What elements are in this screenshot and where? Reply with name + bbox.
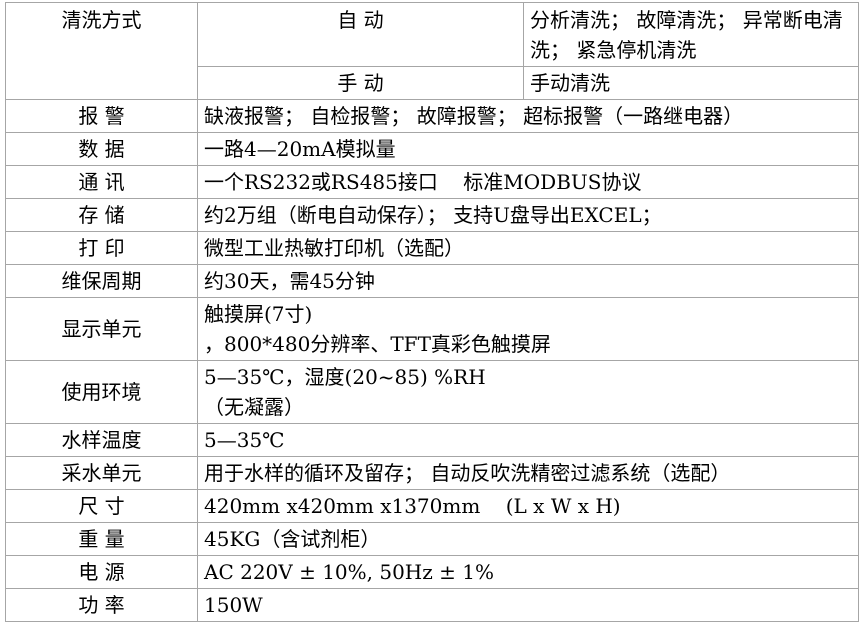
row-print-label: 打 印	[5, 231, 198, 265]
row-power-supply-value: AC 220V ± 10%, 50Hz ± 1%	[197, 555, 859, 589]
table-row: 数 据 一路4—20mA模拟量	[5, 132, 859, 166]
row-print-value: 微型工业热敏打印机（选配）	[197, 231, 859, 265]
row-comm-value: 一个RS232或RS485接口 标准MODBUS协议	[197, 165, 859, 199]
row-power-supply-label: 电 源	[5, 555, 198, 589]
row-comm-label: 通 讯	[5, 165, 198, 199]
row-sampling-label: 采水单元	[5, 456, 198, 490]
row-display-value: 触摸屏(7寸) ，800*480分辨率、TFT真彩色触摸屏	[197, 297, 859, 361]
table-row: 维保周期 约30天，需45分钟	[5, 264, 859, 298]
row-storage-label: 存 储	[5, 198, 198, 232]
row-alarm-label: 报 警	[5, 99, 198, 133]
row-weight-label: 重 量	[5, 522, 198, 556]
row-alarm-value: 缺液报警； 自检报警； 故障报警； 超标报警（一路继电器）	[197, 99, 859, 133]
table-row: 通 讯 一个RS232或RS485接口 标准MODBUS协议	[5, 165, 859, 199]
row-storage-value: 约2万组（断电自动保存）； 支持U盘导出EXCEL；	[197, 198, 859, 232]
row-power-value: 150W	[197, 588, 859, 622]
row-weight-value: 45KG（含试剂柜）	[197, 522, 859, 556]
spec-table: 清洗方式 自 动 分析清洗； 故障清洗； 异常断电清洗； 紧急停机清洗 手 动 …	[5, 2, 859, 622]
table-row: 电 源 AC 220V ± 10%, 50Hz ± 1%	[5, 555, 859, 589]
row-data-label: 数 据	[5, 132, 198, 166]
row-cleaning-label: 清洗方式	[5, 2, 198, 100]
table-row: 尺 寸 420mm x420mm x1370mm (L x W x H)	[5, 489, 859, 523]
table-row: 存 储 约2万组（断电自动保存）； 支持U盘导出EXCEL；	[5, 198, 859, 232]
table-row: 显示单元 触摸屏(7寸) ，800*480分辨率、TFT真彩色触摸屏	[5, 297, 859, 361]
spec-sheet: 清洗方式 自 动 分析清洗； 故障清洗； 异常断电清洗； 紧急停机清洗 手 动 …	[5, 2, 859, 622]
table-row: 采水单元 用于水样的循环及留存； 自动反吹洗精密过滤系统（选配）	[5, 456, 859, 490]
row-data-value: 一路4—20mA模拟量	[197, 132, 859, 166]
cleaning-manual-mode: 手 动	[197, 66, 524, 100]
table-row: 功 率 150W	[5, 588, 859, 622]
table-row: 重 量 45KG（含试剂柜）	[5, 522, 859, 556]
table-row: 报 警 缺液报警； 自检报警； 故障报警； 超标报警（一路继电器）	[5, 99, 859, 133]
row-environment-value: 5—35℃，湿度(20~85) %RH （无凝露）	[197, 360, 859, 424]
row-sampling-value: 用于水样的循环及留存； 自动反吹洗精密过滤系统（选配）	[197, 456, 859, 490]
row-dimensions-value: 420mm x420mm x1370mm (L x W x H)	[197, 489, 859, 523]
row-display-label: 显示单元	[5, 297, 198, 361]
table-row: 打 印 微型工业热敏打印机（选配）	[5, 231, 859, 265]
row-sample-temp-label: 水样温度	[5, 423, 198, 457]
row-power-label: 功 率	[5, 588, 198, 622]
cleaning-auto-mode: 自 动	[197, 2, 524, 67]
table-row: 手 动 手动清洗	[6, 66, 859, 100]
row-environment-label: 使用环境	[5, 360, 198, 424]
cleaning-manual-desc: 手动清洗	[523, 66, 859, 100]
row-maintenance-value: 约30天，需45分钟	[197, 264, 859, 298]
row-maintenance-label: 维保周期	[5, 264, 198, 298]
row-sample-temp-value: 5—35℃	[197, 423, 859, 457]
table-row: 清洗方式 自 动 分析清洗； 故障清洗； 异常断电清洗； 紧急停机清洗	[5, 2, 859, 100]
table-row: 水样温度 5—35℃	[5, 423, 859, 457]
row-dimensions-label: 尺 寸	[5, 489, 198, 523]
table-row: 使用环境 5—35℃，湿度(20~85) %RH （无凝露）	[5, 360, 859, 424]
cleaning-auto-desc: 分析清洗； 故障清洗； 异常断电清洗； 紧急停机清洗	[523, 2, 859, 67]
